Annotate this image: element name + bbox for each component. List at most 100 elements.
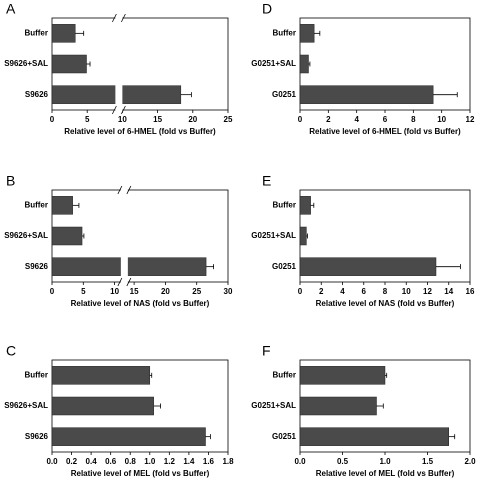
- x-tick-label: 25: [192, 287, 201, 296]
- bar: [299, 427, 449, 446]
- x-tick-label: 0: [298, 115, 303, 124]
- x-tick-label: 14: [444, 287, 453, 296]
- x-tick-label: 16: [466, 287, 475, 296]
- x-tick-label: 30: [224, 287, 233, 296]
- category-label: S9626: [25, 90, 49, 99]
- x-tick-label: 10: [402, 287, 411, 296]
- bar: [299, 366, 386, 385]
- category-label: G0251+SAL: [251, 401, 296, 410]
- category-label: G0251: [272, 432, 297, 441]
- category-label: G0251+SAL: [251, 231, 296, 240]
- axis-break-gap: [115, 16, 123, 112]
- axis-break-mark: [112, 105, 117, 115]
- x-tick-label: 1.0: [144, 457, 156, 466]
- axis-break-mark: [121, 105, 126, 115]
- bar: [299, 257, 437, 276]
- x-tick-label: 20: [188, 115, 197, 124]
- axis-break-mark: [112, 13, 117, 23]
- x-tick-label: 0: [50, 115, 55, 124]
- x-axis-label: Relative level of NAS (fold vs Buffer): [71, 299, 210, 308]
- bar: [51, 54, 87, 74]
- bar: [51, 257, 207, 276]
- x-tick-label: 0.8: [125, 457, 137, 466]
- axis-break-mark: [126, 185, 132, 195]
- axis-break-mark: [126, 277, 132, 287]
- x-tick-label: 6: [383, 115, 388, 124]
- category-label: S9626+SAL: [4, 401, 48, 410]
- panel-label: D: [262, 1, 272, 17]
- x-tick-label: 0.2: [66, 457, 78, 466]
- axis-break-mark: [121, 13, 126, 23]
- x-axis-label: Relative level of MEL (fold vs Buffer): [316, 469, 455, 478]
- x-tick-label: 10: [118, 115, 127, 124]
- x-tick-label: 2: [326, 115, 331, 124]
- panel-label: F: [262, 343, 271, 359]
- x-tick-label: 0.4: [86, 457, 98, 466]
- x-tick-label: 1.4: [183, 457, 195, 466]
- x-axis-label: Relative level of NAS (fold vs Buffer): [316, 299, 455, 308]
- bar: [51, 196, 73, 215]
- x-tick-label: 5: [81, 287, 86, 296]
- x-tick-label: 0: [50, 287, 55, 296]
- x-tick-label: 6: [362, 287, 367, 296]
- axis-break-mark: [117, 185, 123, 195]
- category-label: Buffer: [24, 28, 48, 37]
- x-tick-label: 0.6: [105, 457, 117, 466]
- category-label: S9626+SAL: [4, 59, 48, 68]
- category-label: G0251: [272, 90, 297, 99]
- bar: [51, 366, 151, 385]
- x-tick-label: 2: [319, 287, 324, 296]
- x-tick-label: 4: [340, 287, 345, 296]
- x-tick-label: 12: [466, 115, 475, 124]
- category-label: G0251: [272, 262, 297, 271]
- category-label: Buffer: [272, 28, 296, 37]
- category-label: Buffer: [272, 370, 296, 379]
- x-tick-label: 8: [411, 115, 416, 124]
- category-label: Buffer: [24, 200, 48, 209]
- x-tick-label: 0.5: [337, 457, 349, 466]
- x-tick-label: 1.0: [379, 457, 391, 466]
- category-label: S9626+SAL: [4, 231, 48, 240]
- x-tick-label: 25: [224, 115, 233, 124]
- bar: [299, 396, 377, 416]
- bar: [299, 85, 434, 104]
- category-label: Buffer: [272, 200, 296, 209]
- x-tick-label: 0.0: [294, 457, 306, 466]
- bar: [51, 396, 154, 416]
- x-axis-label: Relative level of 6-HMEL (fold vs Buffer…: [64, 127, 216, 136]
- x-axis-label: Relative level of MEL (fold vs Buffer): [71, 469, 210, 478]
- bar: [51, 24, 76, 43]
- category-label: Buffer: [24, 370, 48, 379]
- x-tick-label: 2.0: [464, 457, 476, 466]
- x-tick-label: 1.8: [222, 457, 234, 466]
- x-tick-label: 15: [130, 287, 139, 296]
- category-label: S9626: [25, 432, 49, 441]
- bar: [299, 24, 315, 43]
- x-tick-label: 0.0: [46, 457, 58, 466]
- x-axis-label: Relative level of 6-HMEL (fold vs Buffer…: [309, 127, 461, 136]
- x-tick-label: 20: [161, 287, 170, 296]
- x-tick-label: 8: [383, 287, 388, 296]
- x-tick-label: 5: [85, 115, 90, 124]
- x-tick-label: 0: [298, 287, 303, 296]
- axis-break-mark: [117, 277, 123, 287]
- x-tick-label: 1.2: [164, 457, 176, 466]
- category-label: G0251+SAL: [251, 59, 296, 68]
- x-tick-label: 4: [354, 115, 359, 124]
- bar: [299, 226, 307, 246]
- panel-label: C: [6, 343, 16, 359]
- category-label: S9626: [25, 262, 49, 271]
- x-tick-label: 10: [110, 287, 119, 296]
- panel-label: E: [262, 173, 271, 189]
- bar: [299, 54, 309, 74]
- panel-label: A: [6, 1, 16, 17]
- axis-break-gap: [120, 188, 128, 284]
- x-tick-label: 10: [437, 115, 446, 124]
- x-tick-label: 1.6: [203, 457, 215, 466]
- panel-label: B: [6, 173, 15, 189]
- bar: [299, 196, 311, 215]
- x-tick-label: 15: [153, 115, 162, 124]
- bar: [51, 427, 206, 446]
- x-tick-label: 12: [423, 287, 432, 296]
